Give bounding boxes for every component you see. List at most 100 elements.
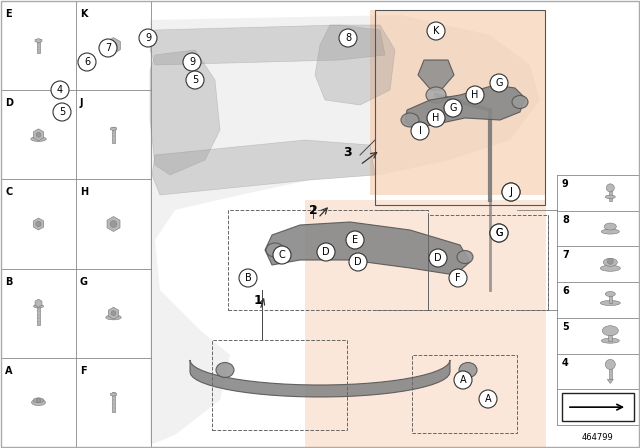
Circle shape	[139, 29, 157, 47]
Bar	[37, 39, 40, 52]
Ellipse shape	[31, 399, 45, 405]
Ellipse shape	[602, 326, 618, 336]
Text: 2: 2	[308, 203, 317, 216]
Polygon shape	[370, 10, 546, 195]
Text: E: E	[5, 9, 12, 19]
Circle shape	[444, 99, 462, 117]
Text: 8: 8	[345, 33, 351, 43]
Polygon shape	[33, 129, 44, 141]
Text: 1: 1	[253, 293, 262, 306]
Text: 9: 9	[562, 179, 569, 189]
Text: A: A	[460, 375, 467, 385]
Circle shape	[78, 53, 96, 71]
Ellipse shape	[266, 243, 284, 257]
Circle shape	[51, 81, 69, 99]
Text: H: H	[80, 187, 88, 198]
Polygon shape	[607, 379, 613, 383]
Text: D: D	[434, 253, 442, 263]
Bar	[212, 340, 347, 430]
Bar	[562, 393, 634, 421]
Circle shape	[429, 249, 447, 267]
Bar	[112, 392, 115, 413]
Circle shape	[273, 246, 291, 264]
Polygon shape	[107, 38, 120, 54]
Bar	[609, 189, 612, 201]
Ellipse shape	[106, 315, 121, 320]
Circle shape	[466, 86, 484, 104]
Circle shape	[53, 103, 71, 121]
Circle shape	[502, 183, 520, 201]
Polygon shape	[107, 216, 120, 232]
Circle shape	[411, 122, 429, 140]
Circle shape	[239, 269, 257, 287]
Circle shape	[110, 220, 117, 228]
Polygon shape	[190, 360, 450, 397]
Text: 5: 5	[562, 322, 569, 332]
Text: 6: 6	[84, 57, 90, 67]
Text: 5: 5	[192, 75, 198, 85]
Text: 9: 9	[145, 33, 151, 43]
Text: A: A	[5, 366, 13, 376]
Polygon shape	[265, 222, 470, 275]
Circle shape	[427, 22, 445, 40]
Bar	[428, 215, 548, 310]
Circle shape	[449, 269, 467, 287]
Circle shape	[490, 224, 508, 242]
Ellipse shape	[604, 258, 618, 266]
Text: 7: 7	[105, 43, 111, 53]
Text: C: C	[278, 250, 285, 260]
Text: C: C	[5, 187, 12, 198]
Ellipse shape	[605, 292, 615, 297]
Text: B: B	[244, 273, 252, 283]
Circle shape	[490, 74, 508, 92]
Text: J: J	[80, 98, 83, 108]
Polygon shape	[418, 60, 454, 90]
Ellipse shape	[604, 223, 616, 230]
Circle shape	[36, 132, 41, 137]
Text: F: F	[80, 366, 86, 376]
Circle shape	[346, 231, 364, 249]
Text: D: D	[354, 257, 362, 267]
Text: 464799: 464799	[582, 433, 614, 442]
Circle shape	[110, 42, 117, 49]
Text: G: G	[495, 78, 503, 88]
Bar	[228, 210, 428, 310]
Text: A: A	[484, 394, 492, 404]
Text: H: H	[432, 113, 440, 123]
Ellipse shape	[31, 137, 46, 142]
Text: G: G	[495, 228, 503, 238]
Text: K: K	[433, 26, 439, 36]
Text: 3: 3	[342, 146, 351, 159]
Polygon shape	[405, 85, 525, 128]
Ellipse shape	[426, 87, 446, 103]
Text: J: J	[509, 187, 513, 197]
Ellipse shape	[33, 305, 44, 308]
Ellipse shape	[602, 338, 620, 343]
Ellipse shape	[33, 398, 44, 403]
Circle shape	[317, 243, 335, 261]
Text: 5: 5	[59, 107, 65, 117]
Circle shape	[349, 253, 367, 271]
Bar	[375, 10, 545, 205]
Ellipse shape	[512, 95, 528, 108]
Circle shape	[99, 39, 117, 57]
Text: K: K	[80, 9, 88, 19]
Circle shape	[111, 311, 116, 316]
Polygon shape	[33, 218, 44, 230]
Text: D: D	[322, 247, 330, 257]
Bar	[608, 335, 612, 341]
Text: 4: 4	[562, 358, 569, 367]
Circle shape	[606, 184, 614, 192]
Circle shape	[490, 224, 508, 242]
Bar	[37, 301, 40, 325]
Polygon shape	[108, 307, 118, 319]
Text: D: D	[5, 98, 13, 108]
Circle shape	[183, 53, 201, 71]
Ellipse shape	[602, 229, 620, 234]
Circle shape	[186, 71, 204, 89]
Ellipse shape	[600, 301, 620, 306]
Bar	[609, 295, 612, 303]
Text: 4: 4	[57, 85, 63, 95]
Text: H: H	[471, 90, 479, 100]
Text: G: G	[449, 103, 457, 113]
